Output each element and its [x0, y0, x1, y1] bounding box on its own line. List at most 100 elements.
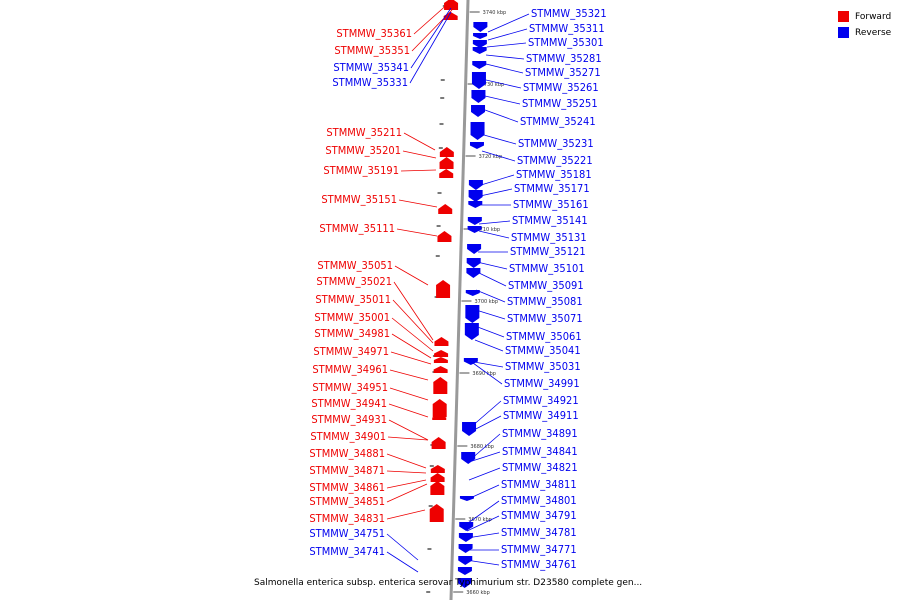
reverse-gene-label: STMMW_34761	[501, 558, 577, 571]
reverse-gene-leader	[478, 220, 511, 225]
forward-gene-leader	[391, 333, 432, 359]
forward-gene-leader	[389, 369, 429, 381]
reverse-gene-label: STMMW_35181	[516, 168, 592, 181]
reverse-gene-label: STMMW_34891	[502, 427, 578, 440]
tick-label: 3740 kbp	[483, 10, 507, 16]
reverse-gene-label: STMMW_35251	[522, 97, 598, 110]
reverse-gene-label: STMMW_35041	[505, 344, 581, 357]
reverse-gene-label: STMMW_35171	[514, 182, 590, 195]
reverse-gene	[466, 258, 481, 268]
forward-gene	[434, 337, 449, 346]
forward-gene-leader	[392, 299, 434, 344]
legend-item-reverse: Reverse	[838, 25, 891, 40]
forward-gene	[430, 473, 445, 482]
reverse-gene	[466, 268, 481, 278]
reverse-gene-label: STMMW_35241	[520, 115, 596, 128]
reverse-gene-leader	[483, 134, 517, 145]
forward-gene-label: STMMW_34881	[309, 447, 385, 460]
reverse-gene-label: STMMW_34911	[503, 409, 579, 422]
reverse-gene	[467, 217, 482, 225]
tick-label: 3680 kbp	[470, 444, 494, 450]
reverse-gene-label: STMMW_35231	[518, 137, 594, 150]
reverse-gene-leader	[410, 7, 452, 69]
reverse-gene-label: STMMW_34771	[501, 543, 577, 556]
reverse-gene	[457, 578, 472, 588]
forward-gene-leader	[386, 483, 428, 503]
reverse-gene-leader	[485, 79, 522, 89]
reverse-gene-label: STMMW_35261	[523, 81, 599, 94]
forward-gene	[437, 231, 452, 242]
reverse-gene-leader	[479, 188, 513, 197]
reverse-gene-label: STMMW_34821	[502, 461, 578, 474]
forward-gene-label: STMMW_35361	[336, 27, 412, 40]
forward-gene-leader	[386, 470, 427, 474]
forward-gene-label: STMMW_34851	[309, 495, 385, 508]
reverse-gene-label: STMMW_34841	[502, 445, 578, 458]
forward-gene-leader	[403, 132, 436, 151]
reverse-gene-label: STMMW_34921	[503, 394, 579, 407]
forward-gene	[431, 437, 446, 449]
forward-gene	[430, 481, 445, 495]
forward-gene	[444, 0, 459, 10]
reverse-gene-leader	[486, 42, 527, 48]
reverse-gene-label: STMMW_35221	[517, 154, 593, 167]
reverse-gene	[459, 522, 474, 531]
reverse-gene-label: STMMW_35321	[531, 7, 607, 20]
reverse-gene-label: STMMW_35121	[510, 245, 586, 258]
forward-gene-label: STMMW_34941	[311, 397, 387, 410]
reverse-gene-leader	[473, 361, 504, 368]
reverse-gene	[467, 226, 482, 233]
legend: Forward Reverse	[838, 9, 891, 41]
forward-gene-label: STMMW_34871	[309, 464, 385, 477]
reverse-gene	[468, 201, 483, 208]
reverse-gene	[471, 72, 486, 89]
forward-gene	[439, 147, 454, 157]
reverse-gene-leader	[475, 289, 506, 303]
reverse-gene-label: STMMW_35061	[506, 330, 582, 343]
reverse-gene	[459, 496, 474, 501]
forward-gene-label: STMMW_35111	[319, 222, 395, 235]
forward-gene-label: STMMW_35211	[326, 126, 402, 139]
reverse-gene-label: STMMW_35271	[525, 66, 601, 79]
forward-gene-label: STMMW_35351	[334, 44, 410, 57]
reverse-gene-leader	[476, 261, 508, 270]
reverse-gene-label: STMMW_35081	[507, 295, 583, 308]
forward-gene-leader	[393, 281, 434, 341]
reverse-gene-label: STMMW_35141	[512, 214, 588, 227]
forward-gene-leader	[390, 351, 432, 365]
forward-swatch	[838, 11, 849, 22]
reverse-gene-label: STMMW_35331	[332, 76, 408, 89]
reverse-gene-leader	[485, 63, 524, 74]
reverse-gene-leader	[409, 11, 452, 84]
reverse-gene	[458, 544, 473, 553]
reverse-gene	[473, 22, 488, 32]
forward-gene-label: STMMW_35201	[325, 144, 401, 157]
reverse-gene	[457, 567, 472, 575]
reverse-gene-leader	[474, 325, 505, 338]
legend-label-reverse: Reverse	[855, 27, 892, 38]
legend-item-forward: Forward	[838, 9, 891, 24]
forward-gene-label: STMMW_34971	[313, 345, 389, 358]
forward-gene-label: STMMW_34951	[312, 381, 388, 394]
forward-gene	[432, 399, 447, 417]
reverse-gene-label: STMMW_34811	[501, 478, 577, 491]
forward-gene-leader	[394, 265, 429, 286]
tick-label: 3660 kbp	[466, 590, 490, 596]
forward-gene-leader	[400, 169, 437, 172]
reverse-gene-leader	[484, 95, 521, 105]
reverse-gene	[468, 180, 483, 190]
reverse-gene-label: STMMW_35281	[526, 52, 602, 65]
reverse-gene-label: STMMW_34791	[501, 509, 577, 522]
forward-gene	[439, 157, 454, 169]
tick-label: 3690 kbp	[472, 371, 496, 377]
reverse-gene-leader	[386, 551, 419, 573]
reverse-gene-leader	[485, 54, 525, 60]
reverse-gene	[465, 305, 480, 323]
gene-features	[429, 0, 488, 588]
forward-gene-label: STMMW_35191	[323, 164, 399, 177]
reverse-gene	[472, 40, 487, 48]
tick-label: 3720 kbp	[479, 154, 503, 160]
reverse-gene-label: STMMW_35031	[505, 360, 581, 373]
reverse-gene-leader	[487, 28, 528, 41]
